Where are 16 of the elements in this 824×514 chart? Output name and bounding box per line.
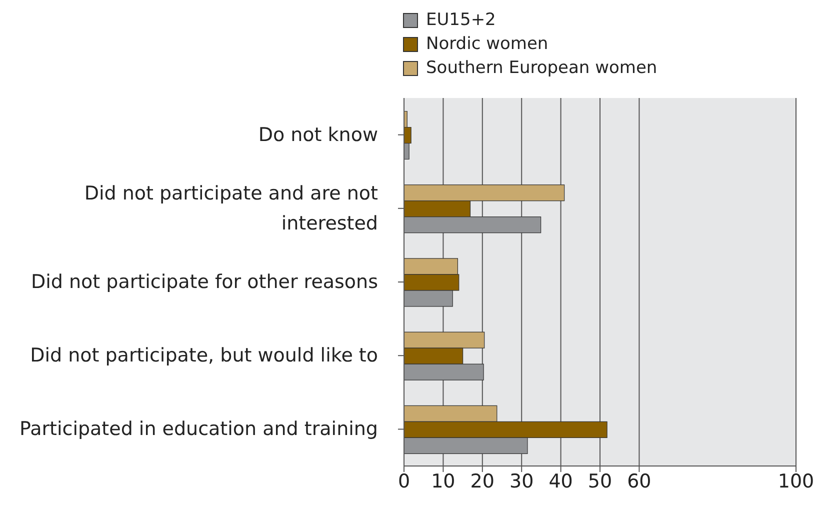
x-tick-label: 100 [778, 470, 814, 492]
x-tick-label: 60 [627, 470, 652, 492]
x-tick-label: 20 [470, 470, 494, 492]
legend-label: Nordic women [425, 33, 550, 56]
y-tick-label: Participated in education and training [19, 418, 378, 440]
y-tick-label: Did not participate and are not interested [84, 182, 378, 234]
x-tick-label: 30 [510, 470, 534, 492]
y-tick-label: Do not know [258, 124, 378, 146]
x-tick-label: 10 [431, 470, 456, 492]
legend-label: Southern European women [425, 57, 658, 80]
x-tick-label: 50 [588, 470, 612, 492]
x-tick-label: 0 [398, 470, 410, 492]
legend-label: EU15+2 [425, 9, 497, 32]
x-tick-label: 40 [548, 470, 573, 492]
y-tick-label: Did not participate, but would like to [30, 344, 378, 367]
y-tick-label: Did not participate for other reasons [30, 271, 378, 293]
